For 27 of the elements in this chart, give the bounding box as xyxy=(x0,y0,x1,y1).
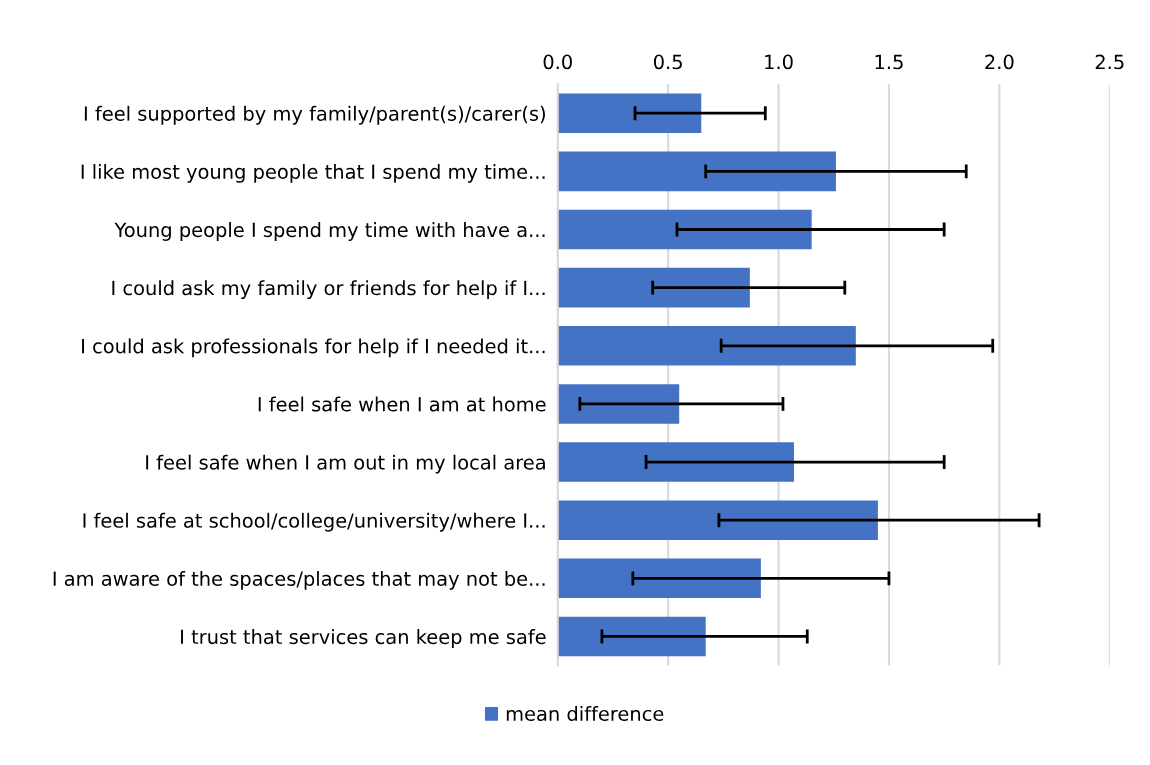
legend-label: mean difference xyxy=(506,706,664,722)
bar xyxy=(557,151,836,192)
y-tick-label: I feel safe when I am out in my local area xyxy=(146,454,545,474)
x-tick-label: 0.0 xyxy=(543,54,572,70)
y-tick-label: I feel safe at school/college/university/where I... xyxy=(83,512,545,532)
bar xyxy=(557,209,812,250)
x-tick-label: 1.0 xyxy=(765,54,793,70)
y-tick-label: I could ask my family or friends for help if I... xyxy=(112,280,545,300)
bar xyxy=(557,442,795,482)
x-tick-label: 0.5 xyxy=(653,54,682,70)
y-tick-label: Young people I spend my time with have a... xyxy=(114,222,545,241)
y-tick-label: I trust that services can keep me safe xyxy=(181,629,546,648)
y-tick-label: I could ask professionals for help if I needed it... xyxy=(82,338,545,358)
bar xyxy=(557,93,702,133)
bar xyxy=(557,500,878,540)
x-tick-label: 2.5 xyxy=(1095,54,1124,70)
y-tick-label: I feel safe when I am at home xyxy=(258,396,546,412)
bar xyxy=(557,326,856,366)
x-tick-label: 2.0 xyxy=(985,54,1014,70)
bar xyxy=(557,616,706,657)
bar xyxy=(557,558,761,599)
y-tick-label: I am aware of the spaces/places that may not be... xyxy=(53,570,545,590)
bar xyxy=(557,267,750,308)
x-tick-label: 1.5 xyxy=(875,54,903,70)
y-tick-label: I feel supported by my family/parent(s)/carer(s) xyxy=(84,105,545,125)
bar xyxy=(557,384,680,424)
y-tick-label: I like most young people that I spend my time... xyxy=(81,163,545,183)
